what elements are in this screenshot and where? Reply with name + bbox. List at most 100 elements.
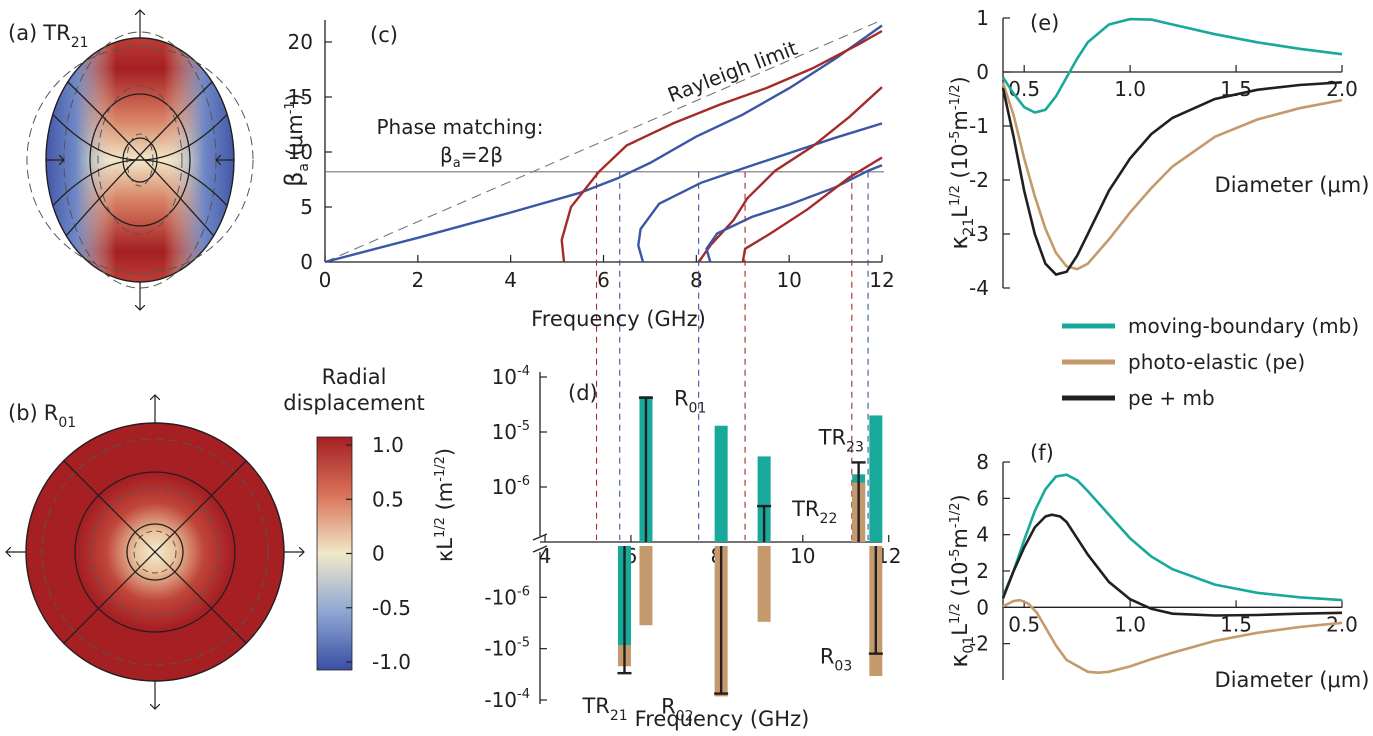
- panel-e-y-tick-label: -2: [969, 168, 989, 192]
- panel-c-x-tick-label: 4: [504, 268, 517, 292]
- panel-f-y-tick-label: 0: [976, 595, 989, 619]
- panel-e-x-tick-label: 0.5: [1008, 77, 1040, 101]
- panel-e-label: (e): [1030, 11, 1059, 35]
- bar-mode-label-3: R02: [661, 695, 693, 725]
- panel-e-curve-3: [1001, 81, 1343, 276]
- ylabel-unit: (μm: [283, 114, 307, 163]
- panel-c-x-label: Frequency (GHz): [531, 307, 706, 331]
- ylabel-unit-close: ): [283, 93, 307, 101]
- ylabel-L: L: [948, 624, 972, 636]
- panel-e-x-tick-label: 1.0: [1114, 77, 1146, 101]
- colorbar-tick-label: -0.5: [372, 596, 411, 620]
- mode-name: TR: [581, 694, 609, 718]
- mode-sub: 23: [846, 439, 864, 455]
- panel-e-curve-1: [1001, 17, 1343, 114]
- dispersion-curve-4: [697, 86, 883, 263]
- mode-name: TR: [791, 497, 819, 521]
- ylabel-unit-sup: -1/2: [433, 456, 448, 482]
- panel-d-y-tick-label: -10-6: [484, 584, 530, 609]
- colorbar: Radial displacement 1.0 0.5 0 -0.5 -1.0: [283, 365, 425, 674]
- tick-base: 10: [492, 475, 517, 499]
- panel-f-y-tick-label: 2: [976, 559, 989, 583]
- panel-d-y-label: κL1/2 (m-1/2): [433, 448, 457, 562]
- colorbar-tick-label: 1.0: [372, 433, 404, 457]
- ylabel-unit-close: ): [948, 76, 972, 84]
- panel-c-y-tick-label: 0: [300, 250, 313, 274]
- legend-label-1: moving-boundary (mb): [1128, 314, 1359, 338]
- tick-exp: -4: [517, 364, 530, 379]
- phase-matching-eq: βa=2β: [440, 143, 503, 171]
- bar-mode-label-5: TR23: [818, 425, 864, 455]
- panel-e-y-tick-label: 0: [976, 60, 989, 84]
- panel-f-curve-2: [1002, 598, 1343, 675]
- tick-exp: -6: [517, 474, 530, 489]
- panel-b-mode-shape: [6, 395, 304, 709]
- colorbar-title-1: Radial: [322, 365, 387, 389]
- colorbar-title-2: displacement: [283, 391, 425, 415]
- panel-d-coupling-bars: 468101210-410-510-6-10-6-10-5-10-4TR21R0…: [433, 364, 901, 731]
- mode-sub: 22: [820, 511, 838, 527]
- panel-c-x-tick-label: 2: [411, 268, 424, 292]
- panel-c-y-tick-label: 15: [288, 85, 313, 109]
- tick-base: -10: [484, 637, 517, 661]
- panel-e-y-tick-label: -4: [969, 276, 989, 300]
- ylabel-unit-sup: -1: [283, 101, 298, 114]
- ylabel-kappa: κ: [945, 654, 973, 668]
- phase-eq: =2β: [461, 143, 503, 167]
- panel-d-y-tick-label: 10-6: [492, 474, 530, 499]
- dispersion-curve-1: [324, 24, 883, 264]
- panel-c-x-tick-label: 0: [319, 268, 332, 292]
- panel-c-dispersion-plot: 0 2 4 6 8 10 12 0 5 10 15 20 Rayleigh limit Phase mat…: [280, 19, 895, 540]
- panel-f-y-tick-label: 4: [976, 523, 989, 547]
- legend-label-2: photo-elastic (pe): [1128, 350, 1305, 374]
- bar-pe-4: [757, 546, 771, 622]
- ylabel-main: κL: [433, 538, 457, 562]
- panel-d-y-tick-label: -10-4: [484, 687, 530, 712]
- phase-sub: a: [453, 156, 461, 171]
- ylabel-sup: 1/2: [948, 603, 963, 624]
- dispersion-curve-5: [705, 164, 883, 263]
- panel-e-y-label: κ21L1/2 (10-5m-1/2): [945, 76, 977, 249]
- ylabel-unit-close: ): [948, 494, 972, 502]
- panel-d-y-tick-label: -10-5: [484, 636, 530, 661]
- colorbar-tick-label: 0: [372, 542, 385, 566]
- bar-mode-label-2: R01: [674, 387, 706, 417]
- ylabel-unit: (10: [948, 144, 972, 186]
- panel-c-x-tick-label: 10: [776, 268, 801, 292]
- panel-d-x-tick-label: 4: [539, 544, 552, 568]
- dispersion-curve-3: [637, 122, 883, 263]
- ylabel-unit-sup: -5: [948, 131, 963, 144]
- panel-c-x-tick-label: 6: [597, 268, 610, 292]
- tick-base: 10: [492, 365, 517, 389]
- panel-e-y-tick-label: -1: [969, 114, 989, 138]
- bar-mode-label-6: R03: [820, 645, 852, 675]
- panel-d-x-label: Frequency (GHz): [635, 707, 810, 731]
- panel-c-x-tick-label: 8: [690, 268, 703, 292]
- bar-mode-label-4: TR22: [791, 497, 837, 527]
- mode-sub: 02: [676, 709, 694, 725]
- ylabel-sup: 1/2: [948, 185, 963, 206]
- phase-beta: β: [440, 143, 453, 167]
- panel-f-y-label: κ01L1/2 (10-5m-1/2): [945, 494, 977, 667]
- panel-f-curve-3: [1001, 513, 1343, 617]
- ylabel-unit-sup2: -1/2: [948, 84, 963, 110]
- legend: moving-boundary (mb) photo-elastic (pe) pe…: [1062, 314, 1359, 410]
- ylabel-beta: β: [280, 172, 308, 187]
- legend-label-3: pe + mb: [1128, 386, 1215, 410]
- ylabel-unit-sup: -5: [948, 549, 963, 562]
- bar-pe-2: [639, 546, 653, 626]
- panel-a-label: (a) TR21: [8, 21, 89, 51]
- rayleigh-limit-label: Rayleigh limit: [664, 36, 800, 107]
- colorbar-tick-label: -1.0: [372, 650, 411, 674]
- bar-mb-3: [714, 425, 728, 542]
- ylabel-sub: 21: [961, 218, 977, 236]
- panel-e-curve-2: [1001, 82, 1343, 271]
- ylabel-unit: (10: [948, 562, 972, 604]
- panel-c-x-tick-label: 12: [869, 268, 894, 292]
- tick-base: -10: [484, 688, 517, 712]
- colorbar-tick-label: 0.5: [372, 487, 404, 511]
- panel-f-curve-1: [1001, 473, 1343, 602]
